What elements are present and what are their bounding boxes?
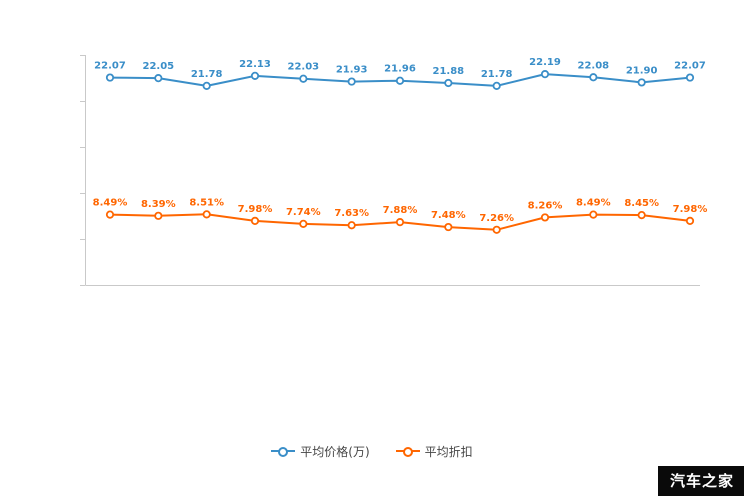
line-point-marker-icon — [395, 446, 420, 457]
svg-text:7.63%: 7.63% — [334, 208, 369, 219]
svg-text:22.03: 22.03 — [288, 62, 320, 73]
line-point-marker-icon — [271, 446, 296, 457]
svg-text:21.88: 21.88 — [433, 66, 465, 77]
legend-label-average-price: 平均价格(万) — [300, 445, 370, 459]
svg-text:22.07: 22.07 — [94, 61, 126, 72]
legend-dot-icon — [278, 446, 289, 457]
svg-text:8.26%: 8.26% — [528, 200, 563, 211]
svg-text:22.07: 22.07 — [674, 61, 706, 72]
svg-text:7.98%: 7.98% — [673, 204, 708, 215]
svg-text:22.19: 22.19 — [529, 57, 561, 68]
watermark-autohome-logo: 汽车之家 — [657, 466, 744, 496]
svg-text:7.98%: 7.98% — [238, 204, 273, 215]
svg-text:8.51%: 8.51% — [189, 197, 224, 208]
svg-text:21.93: 21.93 — [336, 65, 368, 76]
svg-text:8.49%: 8.49% — [576, 198, 611, 209]
svg-text:21.96: 21.96 — [384, 64, 416, 75]
svg-text:7.88%: 7.88% — [383, 205, 418, 216]
price-discount-line-chart: 22.07 22.05 21.78 22.13 22.03 21.93 21.96 21.88… — [80, 55, 708, 286]
svg-text:22.05: 22.05 — [143, 61, 175, 72]
svg-text:21.78: 21.78 — [191, 69, 223, 80]
svg-text:22.13: 22.13 — [239, 59, 271, 70]
svg-text:7.74%: 7.74% — [286, 207, 321, 218]
legend-dot-icon — [402, 446, 413, 457]
legend-label-average-discount: 平均折扣 — [424, 445, 473, 459]
svg-text:8.39%: 8.39% — [141, 199, 176, 210]
svg-text:21.78: 21.78 — [481, 69, 513, 80]
svg-text:7.26%: 7.26% — [479, 213, 514, 224]
svg-text:21.90: 21.90 — [626, 65, 658, 76]
svg-text:8.45%: 8.45% — [624, 198, 659, 209]
svg-text:8.49%: 8.49% — [93, 198, 128, 209]
chart-legend: 平均价格(万) 平均折扣 — [0, 443, 744, 460]
svg-text:22.08: 22.08 — [578, 60, 610, 71]
legend-item-average-price[interactable]: 平均价格(万) — [271, 443, 370, 460]
legend-item-average-discount[interactable]: 平均折扣 — [395, 443, 473, 460]
svg-text:7.48%: 7.48% — [431, 210, 466, 221]
